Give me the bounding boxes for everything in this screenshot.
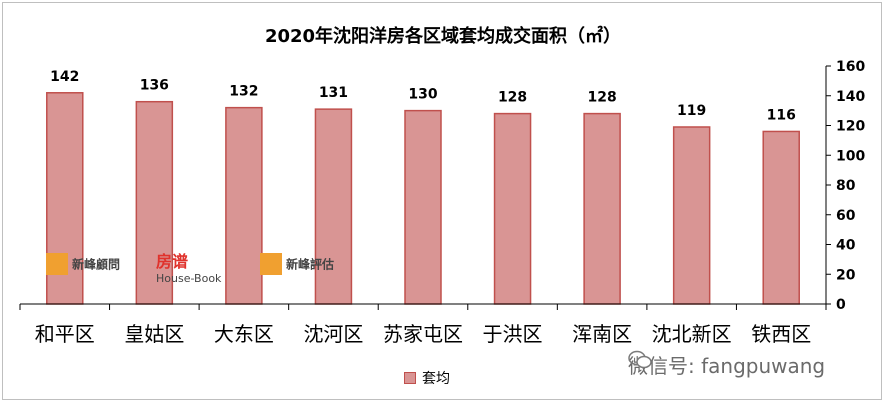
wechat-icon — [628, 350, 652, 369]
bar — [672, 126, 711, 305]
y-tick-label: 80 — [836, 178, 856, 194]
bar — [493, 112, 532, 305]
chart-title: 2020年沈阳洋房各区域套均成交面积（㎡） — [264, 26, 622, 47]
x-tick-label: 苏家屯区 — [383, 322, 463, 346]
x-tick-label: 沈北新区 — [652, 322, 732, 346]
legend-label: 套均 — [422, 371, 450, 387]
y-tick-label: 100 — [836, 148, 865, 164]
wechat-id: 微信号: fangpuwang — [628, 354, 826, 378]
x-tick-label: 皇姑区 — [124, 322, 184, 346]
bar — [583, 112, 621, 305]
x-tick-label: 于洪区 — [483, 322, 543, 346]
bar — [762, 130, 800, 305]
bar-value-label: 119 — [677, 103, 706, 119]
x-tick-label: 沈河区 — [303, 322, 363, 346]
legend-swatch — [404, 372, 416, 384]
y-tick-label: 160 — [836, 59, 865, 75]
bar-value-label: 136 — [140, 78, 169, 94]
y-tick-label: 40 — [836, 238, 856, 254]
y-tick-label: 120 — [836, 119, 865, 135]
bar — [404, 109, 442, 305]
bar-value-label: 116 — [767, 107, 796, 123]
bar-value-label: 130 — [408, 87, 437, 103]
bar-value-label: 142 — [50, 69, 79, 85]
bar-value-label: 128 — [498, 90, 527, 106]
logo-mark-icon — [46, 253, 68, 275]
watermark-logo-1: 新峰顧問 — [46, 253, 120, 275]
watermark-logo-2: 房谱 House-Book — [156, 252, 222, 285]
bar-value-label: 128 — [587, 90, 616, 106]
bar — [314, 108, 353, 305]
bar — [225, 106, 263, 305]
x-tick-label: 和平区 — [35, 322, 95, 346]
y-tick-label: 20 — [836, 267, 856, 283]
wechat-watermark: 微信号: fangpuwang — [628, 350, 825, 379]
logo-mark-icon — [260, 253, 282, 275]
x-tick-label: 铁西区 — [751, 322, 811, 346]
bar-value-label: 132 — [229, 84, 258, 100]
x-tick-label: 浑南区 — [572, 322, 632, 346]
chart-legend: 套均 — [404, 368, 450, 388]
y-tick-label: 60 — [836, 208, 856, 224]
bar-value-label: 131 — [319, 85, 348, 101]
watermark-logo-3: 新峰評估 — [260, 253, 334, 275]
bar — [135, 100, 174, 305]
x-tick-label: 大东区 — [214, 322, 274, 346]
y-tick-label: 140 — [836, 89, 865, 105]
y-tick-label: 0 — [836, 297, 846, 313]
